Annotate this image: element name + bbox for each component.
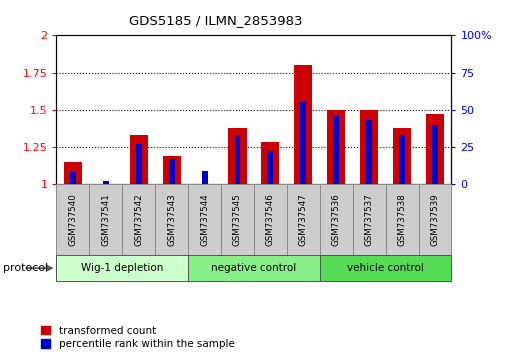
Bar xyxy=(366,120,372,184)
Legend: transformed count, percentile rank within the sample: transformed count, percentile rank withi… xyxy=(41,326,235,349)
Bar xyxy=(294,65,312,184)
Bar xyxy=(188,255,320,281)
Bar xyxy=(360,110,378,184)
Text: GSM737537: GSM737537 xyxy=(365,193,373,246)
Bar xyxy=(56,255,188,281)
Bar xyxy=(320,184,353,255)
Bar xyxy=(267,152,273,184)
Bar xyxy=(228,127,247,184)
Bar xyxy=(320,255,451,281)
Text: GDS5185 / ILMN_2853983: GDS5185 / ILMN_2853983 xyxy=(129,14,302,27)
Bar xyxy=(333,116,339,184)
Bar xyxy=(254,184,287,255)
Text: vehicle control: vehicle control xyxy=(347,263,424,273)
Text: GSM737545: GSM737545 xyxy=(233,193,242,246)
Bar xyxy=(70,172,76,184)
Bar xyxy=(103,181,109,184)
Text: GSM737538: GSM737538 xyxy=(398,193,407,246)
Bar xyxy=(234,135,241,184)
Bar xyxy=(261,142,280,184)
Text: GSM737546: GSM737546 xyxy=(266,193,275,246)
Bar xyxy=(353,184,386,255)
Bar xyxy=(327,110,345,184)
Text: GSM737542: GSM737542 xyxy=(134,193,143,246)
Bar xyxy=(386,184,419,255)
Bar xyxy=(399,135,405,184)
Bar xyxy=(130,135,148,184)
Bar xyxy=(419,184,451,255)
Text: Wig-1 depletion: Wig-1 depletion xyxy=(81,263,164,273)
Text: GSM737544: GSM737544 xyxy=(200,193,209,246)
Text: GSM737543: GSM737543 xyxy=(167,193,176,246)
Bar xyxy=(122,184,155,255)
Bar xyxy=(56,184,89,255)
Text: GSM737540: GSM737540 xyxy=(68,193,77,246)
Text: GSM737541: GSM737541 xyxy=(101,193,110,246)
Text: GSM737536: GSM737536 xyxy=(332,193,341,246)
Bar xyxy=(188,184,221,255)
Bar xyxy=(64,162,82,184)
Bar xyxy=(202,171,208,184)
Bar xyxy=(136,144,142,184)
Bar xyxy=(287,184,320,255)
Bar xyxy=(155,184,188,255)
Bar xyxy=(426,114,444,184)
Bar xyxy=(393,127,411,184)
Text: protocol: protocol xyxy=(3,263,48,273)
Bar xyxy=(221,184,254,255)
Bar xyxy=(432,125,438,184)
Bar xyxy=(163,156,181,184)
Text: negative control: negative control xyxy=(211,263,297,273)
Text: GSM737539: GSM737539 xyxy=(430,193,440,246)
Bar xyxy=(89,184,122,255)
Bar xyxy=(169,159,174,184)
Text: GSM737547: GSM737547 xyxy=(299,193,308,246)
Bar xyxy=(300,102,306,184)
